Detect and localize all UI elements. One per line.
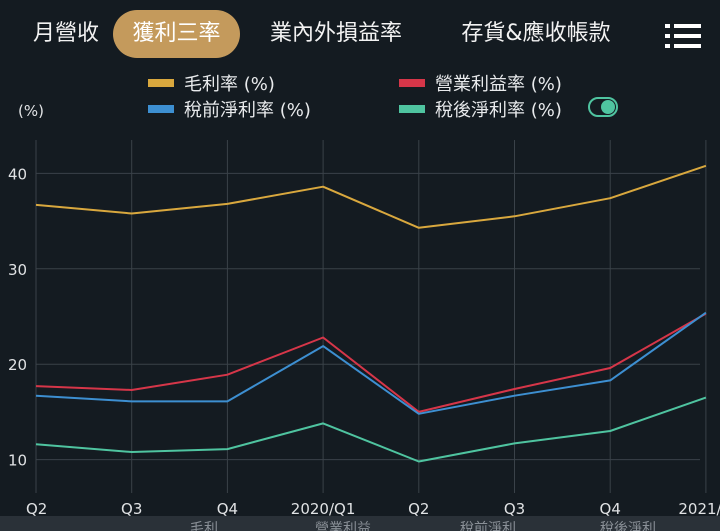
tab-profit-ratios[interactable]: 獲利三率 — [113, 10, 240, 58]
legend-label: 營業利益率 (%) — [435, 74, 562, 95]
x-tick-label: 2020/Q1 — [291, 500, 356, 518]
legend-label: 稅後淨利率 (%) — [435, 100, 562, 121]
tab-inventory-receivables[interactable]: 存貨&應收帳款 — [461, 21, 611, 46]
legend-item-gross-margin[interactable]: 毛利率 (%) — [148, 70, 275, 96]
tab-bar: 月營收 獲利三率 業內外損益率 存貨&應收帳款 — [0, 0, 720, 70]
y-tick-label: 20 — [8, 356, 27, 374]
y-tick-label: 10 — [8, 452, 27, 470]
legend-item-operating-margin[interactable]: 營業利益率 (%) — [399, 70, 562, 96]
tab-non-operating-ratio[interactable]: 業內外損益率 — [269, 21, 402, 46]
legend-swatch — [399, 79, 425, 87]
x-tick-label: Q4 — [217, 500, 238, 518]
series-line — [35, 164, 707, 229]
legend-label: 毛利率 (%) — [184, 74, 275, 95]
x-tick-label: Q4 — [600, 500, 621, 518]
chart-legend: 毛利率 (%) 營業利益率 (%) 稅前淨利率 (%) 稅後淨利率 (%) — [0, 66, 720, 126]
legend-swatch — [148, 105, 174, 113]
list-menu-icon[interactable] — [664, 23, 702, 49]
x-tick-label: Q3 — [121, 500, 142, 518]
bottom-overflow-strip: 毛利 營業利益 稅前淨利 稅後淨利 — [0, 516, 720, 531]
x-tick-label: 2021/Q — [678, 500, 720, 518]
legend-item-pretax-margin[interactable]: 稅前淨利率 (%) — [148, 96, 311, 122]
legend-swatch — [148, 79, 174, 87]
legend-swatch — [399, 105, 425, 113]
x-tick-label: Q3 — [504, 500, 525, 518]
x-tick-label: Q2 — [26, 500, 47, 518]
series-line — [35, 396, 707, 463]
legend-item-aftertax-margin[interactable]: 稅後淨利率 (%) — [399, 96, 562, 122]
toggle-switch-icon[interactable] — [588, 97, 618, 117]
y-tick-label: 40 — [8, 165, 27, 183]
series-line — [35, 312, 707, 413]
series-line — [35, 311, 707, 415]
y-axis-unit-label: (%) — [18, 102, 44, 120]
legend-label: 稅前淨利率 (%) — [184, 100, 311, 121]
x-tick-label: Q2 — [408, 500, 429, 518]
y-tick-label: 30 — [8, 261, 27, 279]
tab-monthly-revenue[interactable]: 月營收 — [32, 21, 99, 46]
